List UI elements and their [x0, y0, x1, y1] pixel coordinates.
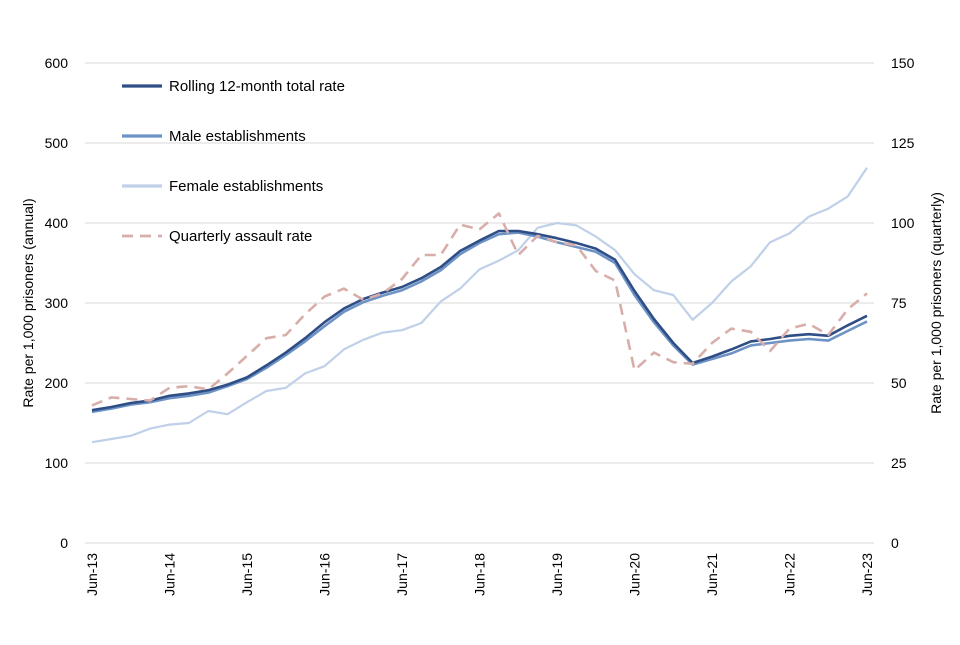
left-tick-label: 200: [45, 375, 69, 391]
left-tick-label: 600: [45, 55, 69, 71]
right-tick-label: 0: [891, 535, 899, 551]
right-tick-label: 75: [891, 295, 907, 311]
legend-label: Quarterly assault rate: [169, 228, 312, 245]
left-tick-label: 0: [60, 535, 68, 551]
left-tick-label: 500: [45, 135, 69, 151]
right-tick-label: 25: [891, 455, 907, 471]
legend: Rolling 12-month total rate Male establis…: [122, 78, 345, 245]
series-lines: [92, 168, 867, 442]
series-line-female-establishments: [92, 168, 867, 442]
x-tick-label: Jun-22: [782, 553, 798, 596]
x-tick-label: Jun-20: [627, 553, 643, 596]
right-axis-title: Rate per 1,000 prisoners (quarterly): [928, 192, 944, 414]
right-tick-label: 150: [891, 55, 915, 71]
left-tick-label: 400: [45, 215, 69, 231]
right-tick-label: 50: [891, 375, 907, 391]
right-tick-label: 125: [891, 135, 915, 151]
x-tick-label: Jun-16: [317, 553, 333, 596]
left-axis-ticks: 0 100 200 300 400 500 600: [45, 55, 69, 551]
x-tick-label: Jun-21: [704, 553, 720, 596]
x-tick-label: Jun-13: [84, 553, 100, 596]
legend-label: Rolling 12-month total rate: [169, 78, 345, 95]
x-axis-ticks: Jun-13 Jun-14 Jun-15 Jun-16 Jun-17 Jun-18 Jun-…: [84, 553, 875, 596]
x-tick-label: Jun-19: [549, 553, 565, 596]
right-axis-ticks: 0 25 50 75 100 125 150: [891, 55, 915, 551]
right-tick-label: 100: [891, 215, 915, 231]
legend-label: Female establishments: [169, 178, 323, 195]
left-tick-label: 100: [45, 455, 69, 471]
x-tick-label: Jun-18: [472, 553, 488, 596]
left-tick-label: 300: [45, 295, 69, 311]
x-tick-label: Jun-23: [859, 553, 875, 596]
x-tick-label: Jun-14: [162, 553, 178, 596]
series-line-male-establishments: [92, 233, 867, 412]
left-axis-title: Rate per 1,000 prisoners (annual): [20, 198, 36, 407]
x-tick-label: Jun-15: [239, 553, 255, 596]
legend-label: Male establishments: [169, 128, 306, 145]
x-tick-label: Jun-17: [394, 553, 410, 596]
